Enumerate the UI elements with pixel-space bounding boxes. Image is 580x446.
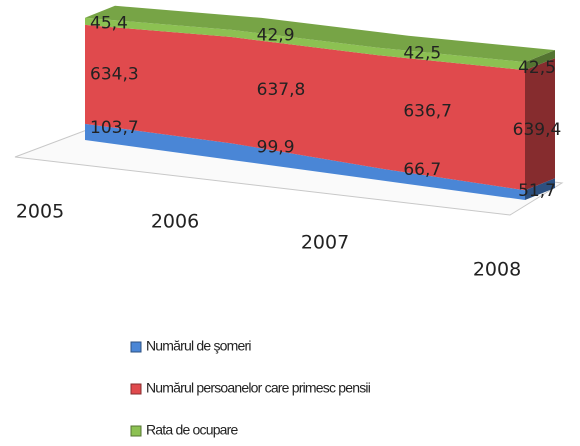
data-label: 634,3: [90, 64, 139, 84]
legend-swatch: [130, 425, 142, 437]
area-side: [525, 58, 555, 191]
data-label: 637,8: [257, 80, 306, 100]
legend-label: Numărul persoanelor care primesc pensii: [146, 380, 371, 396]
area-side: [525, 178, 555, 200]
area-side: [525, 50, 555, 71]
floor: [14, 127, 564, 216]
data-label: 639,4: [513, 120, 562, 140]
data-label: 66,7: [403, 160, 441, 180]
area: [85, 24, 525, 191]
legend-swatch: [130, 341, 142, 353]
area: [85, 17, 525, 71]
legend-label: Rata de ocupare: [146, 422, 239, 438]
data-label: 42,5: [518, 58, 556, 78]
area: [85, 123, 525, 200]
data-label: 99,9: [257, 138, 295, 158]
x-tick-label: 2005: [16, 201, 64, 223]
x-tick-label: 2008: [473, 259, 521, 281]
x-tick-label: 2006: [151, 211, 199, 233]
data-label: 103,7: [90, 118, 139, 138]
data-label: 636,7: [403, 102, 452, 122]
data-label: 42,5: [403, 43, 441, 63]
data-label: 45,4: [90, 13, 128, 33]
x-tick-label: 2007: [301, 232, 349, 254]
area-top: [85, 5, 555, 63]
legend-label: Numărul de şomeri: [146, 338, 251, 354]
data-label: 51,7: [518, 181, 556, 201]
legend-swatch: [130, 383, 142, 395]
data-label: 42,9: [257, 25, 295, 45]
